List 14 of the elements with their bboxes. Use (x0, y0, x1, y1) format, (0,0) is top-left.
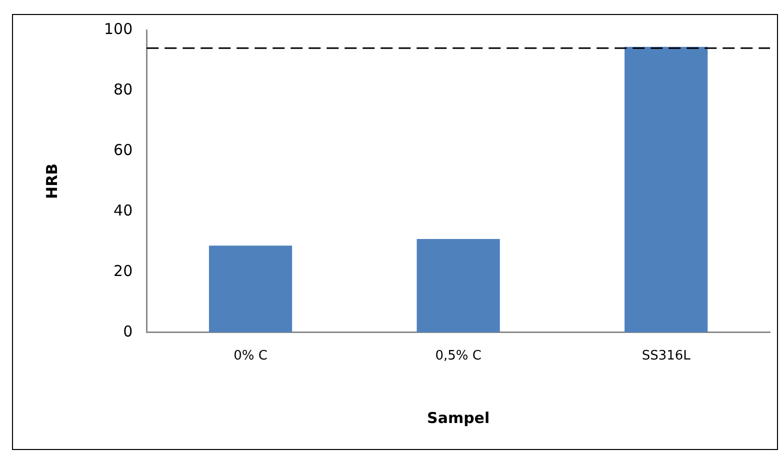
y-axis-title: HRB (42, 163, 61, 199)
y-tick-label: 80 (114, 80, 133, 98)
y-tick-label: 20 (114, 262, 133, 280)
bar (208, 246, 292, 332)
y-tick-label: 100 (104, 20, 133, 38)
x-tick-label: 0,5% C (435, 348, 482, 364)
y-tick-label: 60 (114, 140, 133, 159)
bar (624, 46, 708, 332)
x-axis-title: Sampel (427, 408, 490, 427)
y-tick-label: 0 (123, 322, 133, 340)
bar (416, 238, 500, 332)
y-tick-label: 40 (114, 201, 133, 220)
x-tick-label: SS316L (642, 348, 692, 364)
x-tick-label: 0% C (234, 348, 268, 364)
